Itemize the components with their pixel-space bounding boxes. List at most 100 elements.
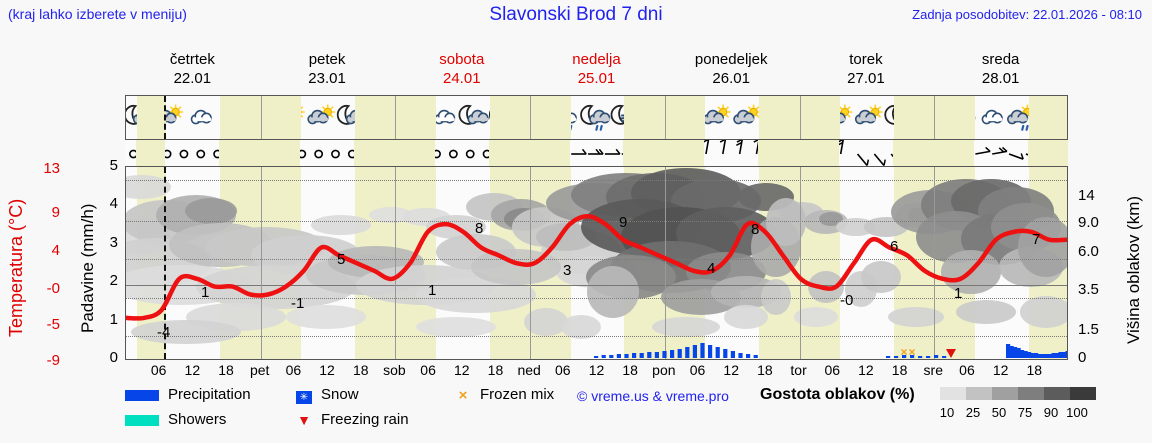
legend-snow-label: Snow — [321, 386, 359, 403]
day-name: petek — [308, 51, 346, 68]
x-tick-4: 06 — [285, 362, 302, 378]
cloud-density-blob — [185, 198, 237, 224]
day-separator-4 — [664, 96, 666, 139]
day-header-2: petek 23.01 — [260, 50, 395, 88]
precipitation-bar — [926, 356, 931, 358]
x-tick-12: 06 — [555, 362, 571, 378]
precipitation-bar — [730, 351, 735, 358]
day-header-row: četrtek 22.01 petek 23.01 sobota 24.01 nedelja… — [125, 50, 1068, 94]
day-name: sobota — [439, 51, 485, 68]
cloud-density-blob — [794, 307, 838, 327]
precipitation-bar — [1065, 351, 1067, 358]
precipitation-bar — [1030, 353, 1035, 358]
temp-tick-0: 13 — [43, 160, 60, 177]
temperature-value-label: 5 — [337, 251, 346, 268]
precipitation-bar — [624, 354, 629, 358]
location-menu-note[interactable]: (kraj lahko izberete v meniju) — [8, 6, 187, 22]
precipitation-bar — [753, 355, 758, 358]
day-header-1: četrtek 22.01 — [125, 50, 260, 88]
grid-day-separator-4 — [664, 167, 666, 359]
temp-tick-4: -5 — [46, 316, 60, 333]
precipitation-bar — [886, 356, 891, 358]
day-separator-2 — [395, 96, 397, 139]
sun-cloud-icon — [307, 104, 336, 125]
cloud-density-blob — [724, 305, 768, 329]
sun-cloud-icon — [733, 104, 762, 125]
credit-link[interactable]: © vreme.us & vreme.pro — [577, 388, 729, 404]
precipitation-bar — [1006, 344, 1011, 358]
x-tick-25: 12 — [992, 362, 1009, 378]
x-tick-22: 18 — [891, 362, 908, 378]
temperature-value-label: -1 — [291, 295, 305, 312]
x-tick-1: 12 — [184, 362, 201, 378]
frozen-mix-icon: × — [458, 386, 468, 404]
colorbar-tick-2: 50 — [991, 405, 1007, 420]
precipitation-bar — [632, 353, 637, 358]
cloud-density-blob — [587, 266, 639, 318]
precip-tick-2: 3 — [109, 233, 118, 251]
snow-icon: ✳ — [293, 387, 315, 404]
cloud-tick-0: 14 — [1078, 187, 1095, 204]
colorbar-step-2 — [992, 387, 1018, 400]
precipitation-bar — [1023, 351, 1028, 358]
colorbar-step-1 — [966, 387, 992, 400]
day-separator-5 — [799, 96, 801, 139]
precipitation-bar — [1037, 354, 1042, 358]
night-band-1 — [219, 140, 301, 166]
grid-day-separator-2 — [395, 167, 397, 359]
precipitation-bar — [601, 355, 606, 358]
chart-legend: Precipitation Showers ✳ Snow ▼ Freezing ra… — [125, 385, 1152, 439]
x-tick-18: 18 — [757, 362, 773, 378]
precipitation-bar — [934, 355, 939, 358]
cloud-density-label: Gostota oblakov (%) — [760, 386, 915, 403]
precip-tick-0: 5 — [109, 157, 118, 174]
temperature-value-label: -4 — [157, 324, 171, 341]
night-band-0 — [136, 96, 167, 139]
cloud-density-blob — [536, 223, 596, 251]
night-band-6 — [892, 140, 974, 166]
wind-calm-marker — [314, 149, 324, 159]
temperature-value-label: 1 — [428, 282, 437, 299]
wind-calm-marker — [465, 149, 475, 159]
precipitation-bar — [1051, 353, 1056, 358]
night-band-6 — [893, 96, 975, 139]
showers-swatch — [125, 414, 159, 426]
temperature-axis-label: Temperatura (°C) — [6, 198, 26, 337]
precipitation-bar — [1020, 350, 1025, 358]
cloud-tick-5: 0 — [1078, 349, 1087, 366]
temperature-value-label: 8 — [751, 221, 760, 238]
night-band-7 — [1027, 140, 1068, 166]
frozen-mix-marker: × — [900, 345, 907, 359]
wind-barb — [736, 140, 743, 155]
x-tick-7: sob — [383, 362, 406, 378]
day-header-4: nedelja 25.01 — [529, 50, 664, 88]
precip-tick-1: 4 — [109, 195, 118, 213]
current-time-marker — [163, 167, 166, 359]
day-date: 23.01 — [308, 70, 346, 87]
wind-barb — [856, 153, 870, 166]
x-tick-3: pet — [249, 362, 270, 378]
day-header-7: sreda 28.01 — [933, 50, 1068, 88]
precipitation-bar — [1058, 352, 1063, 358]
wind-barb — [992, 146, 1008, 155]
night-band-3 — [488, 140, 570, 166]
night-band-2 — [355, 96, 436, 139]
cloud-height-axis-label: Višina oblakov (km) — [1124, 195, 1143, 345]
cloud-density-blob — [761, 279, 791, 315]
weather-icon-row: *** — [125, 95, 1068, 140]
day-name: torek — [849, 51, 883, 68]
precip-axis-label: Padavine (mm/h) — [78, 203, 97, 333]
grid-day-separator-1 — [260, 167, 262, 359]
cloud-density-blob — [861, 261, 901, 293]
colorbar-tick-3: 75 — [1017, 405, 1033, 420]
day-header-6: torek 27.01 — [799, 50, 934, 88]
x-tick-2: 18 — [218, 362, 234, 378]
gridline-h-2 — [126, 259, 1067, 261]
cloud-tick-2: 6.0 — [1078, 243, 1099, 260]
zero-degree-line — [126, 285, 1067, 287]
wind-barb — [604, 148, 621, 155]
precipitation-bar — [1016, 348, 1021, 358]
legend-precipitation-label: Precipitation — [168, 386, 251, 403]
precipitation-bar — [1027, 352, 1032, 358]
cloud-density-blob — [561, 315, 601, 339]
